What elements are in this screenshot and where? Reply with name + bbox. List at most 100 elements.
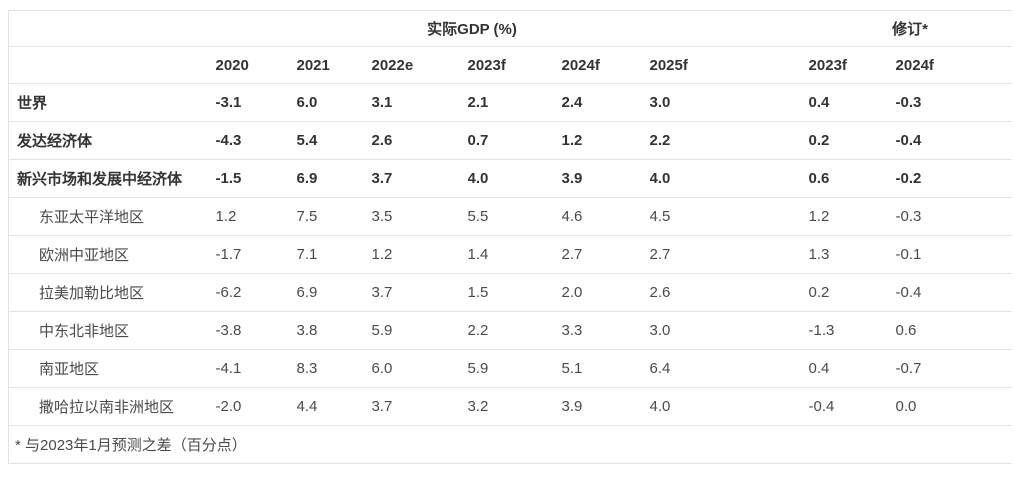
revision-value-cell: -0.4: [895, 121, 1012, 160]
empty-corner-cell: [8, 10, 216, 47]
gdp-value-cell: 5.1: [561, 349, 650, 388]
gdp-value-cell: 8.3: [296, 349, 372, 388]
gdp-value-cell: 0.7: [467, 121, 562, 160]
gdp-value-cell: 5.5: [467, 197, 562, 236]
revision-value-cell: 0.6: [808, 159, 896, 198]
gdp-value-cell: 7.5: [296, 197, 372, 236]
revision-value-cell: 1.2: [808, 197, 896, 236]
gdp-value-cell: -3.1: [215, 83, 297, 122]
footnote-row: * 与2023年1月预测之差（百分点）: [8, 425, 1012, 464]
gdp-value-cell: 6.9: [296, 273, 372, 312]
table-row: 发达经济体 -4.3 5.4 2.6 0.7 1.2 2.2 0.2 -0.4: [8, 121, 1012, 160]
gdp-value-cell: 5.9: [371, 311, 468, 350]
gdp-value-cell: 1.2: [371, 235, 468, 274]
table-row: 东亚太平洋地区 1.2 7.5 3.5 5.5 4.6 4.5 1.2 -0.3: [8, 197, 1012, 236]
gdp-value-cell: 3.0: [649, 83, 743, 122]
revision-header-2024f: 2024f: [895, 46, 1012, 84]
gdp-value-cell: 1.2: [561, 121, 650, 160]
year-header-2021: 2021: [296, 46, 372, 84]
row-label: 南亚地区: [8, 349, 216, 388]
gdp-value-cell: 4.0: [467, 159, 562, 198]
gdp-value-cell: 5.9: [467, 349, 562, 388]
revision-value-cell: 0.6: [895, 311, 1012, 350]
gdp-value-cell: 4.4: [296, 387, 372, 426]
group-spacer-cell: [742, 10, 809, 47]
row-spacer-cell: [742, 197, 809, 236]
row-label: 东亚太平洋地区: [8, 197, 216, 236]
year-header-spacer-cell: [742, 46, 809, 84]
gdp-value-cell: 2.1: [467, 83, 562, 122]
revision-value-cell: -0.7: [895, 349, 1012, 388]
gdp-value-cell: 3.3: [561, 311, 650, 350]
row-label: 发达经济体: [8, 121, 216, 160]
gdp-value-cell: 3.7: [371, 387, 468, 426]
gdp-value-cell: 2.0: [561, 273, 650, 312]
row-spacer-cell: [742, 83, 809, 122]
empty-label-header-cell: [8, 46, 216, 84]
table-row: 中东北非地区 -3.8 3.8 5.9 2.2 3.3 3.0 -1.3 0.6: [8, 311, 1012, 350]
row-spacer-cell: [742, 159, 809, 198]
row-label: 拉美加勒比地区: [8, 273, 216, 312]
gdp-value-cell: 5.4: [296, 121, 372, 160]
revision-value-cell: -0.3: [895, 83, 1012, 122]
gdp-value-cell: 2.7: [649, 235, 743, 274]
gdp-value-cell: 6.0: [296, 83, 372, 122]
gdp-table-container: 实际GDP (%) 修订* 2020 2021 2022e 2023f 2024…: [8, 10, 1012, 464]
gdp-value-cell: 1.5: [467, 273, 562, 312]
gdp-value-cell: 2.4: [561, 83, 650, 122]
gdp-value-cell: 3.7: [371, 273, 468, 312]
revision-value-cell: -0.1: [895, 235, 1012, 274]
gdp-value-cell: -4.1: [215, 349, 297, 388]
gdp-value-cell: 2.6: [371, 121, 468, 160]
gdp-value-cell: 3.1: [371, 83, 468, 122]
revision-value-cell: 0.4: [808, 349, 896, 388]
gdp-value-cell: 6.9: [296, 159, 372, 198]
gdp-table: 实际GDP (%) 修订* 2020 2021 2022e 2023f 2024…: [8, 10, 1012, 464]
revision-value-cell: 0.0: [895, 387, 1012, 426]
gdp-value-cell: 3.9: [561, 159, 650, 198]
gdp-value-cell: 4.0: [649, 159, 743, 198]
revision-value-cell: 0.2: [808, 121, 896, 160]
row-label: 新兴市场和发展中经济体: [8, 159, 216, 198]
footnote-text: * 与2023年1月预测之差（百分点）: [8, 425, 1012, 464]
table-row: 新兴市场和发展中经济体 -1.5 6.9 3.7 4.0 3.9 4.0 0.6 -0.2: [8, 159, 1012, 198]
gdp-value-cell: 1.4: [467, 235, 562, 274]
gdp-group-header: 实际GDP (%): [215, 10, 743, 47]
row-label: 中东北非地区: [8, 311, 216, 350]
row-spacer-cell: [742, 235, 809, 274]
gdp-value-cell: 6.0: [371, 349, 468, 388]
gdp-value-cell: -1.5: [215, 159, 297, 198]
gdp-value-cell: 3.5: [371, 197, 468, 236]
row-spacer-cell: [742, 311, 809, 350]
gdp-value-cell: 2.7: [561, 235, 650, 274]
gdp-value-cell: 3.9: [561, 387, 650, 426]
gdp-value-cell: 2.6: [649, 273, 743, 312]
revision-header-2023f: 2023f: [808, 46, 896, 84]
row-label: 欧洲中亚地区: [8, 235, 216, 274]
gdp-value-cell: -1.7: [215, 235, 297, 274]
gdp-value-cell: 3.2: [467, 387, 562, 426]
gdp-value-cell: 3.7: [371, 159, 468, 198]
year-header-2020: 2020: [215, 46, 297, 84]
revision-value-cell: -0.4: [808, 387, 896, 426]
revision-value-cell: 0.2: [808, 273, 896, 312]
gdp-value-cell: 4.6: [561, 197, 650, 236]
row-label: 撒哈拉以南非洲地区: [8, 387, 216, 426]
row-spacer-cell: [742, 349, 809, 388]
gdp-value-cell: -4.3: [215, 121, 297, 160]
year-header-row: 2020 2021 2022e 2023f 2024f 2025f 2023f …: [8, 46, 1012, 84]
gdp-value-cell: 6.4: [649, 349, 743, 388]
revision-value-cell: -1.3: [808, 311, 896, 350]
revision-value-cell: 0.4: [808, 83, 896, 122]
gdp-value-cell: 3.0: [649, 311, 743, 350]
row-label: 世界: [8, 83, 216, 122]
revision-value-cell: -0.3: [895, 197, 1012, 236]
revision-group-header: 修订*: [808, 10, 1012, 47]
row-spacer-cell: [742, 273, 809, 312]
table-row: 世界 -3.1 6.0 3.1 2.1 2.4 3.0 0.4 -0.3: [8, 83, 1012, 122]
gdp-value-cell: 2.2: [649, 121, 743, 160]
table-row: 撒哈拉以南非洲地区 -2.0 4.4 3.7 3.2 3.9 4.0 -0.4 0.0: [8, 387, 1012, 426]
table-row: 南亚地区 -4.1 8.3 6.0 5.9 5.1 6.4 0.4 -0.7: [8, 349, 1012, 388]
revision-value-cell: -0.4: [895, 273, 1012, 312]
revision-value-cell: -0.2: [895, 159, 1012, 198]
